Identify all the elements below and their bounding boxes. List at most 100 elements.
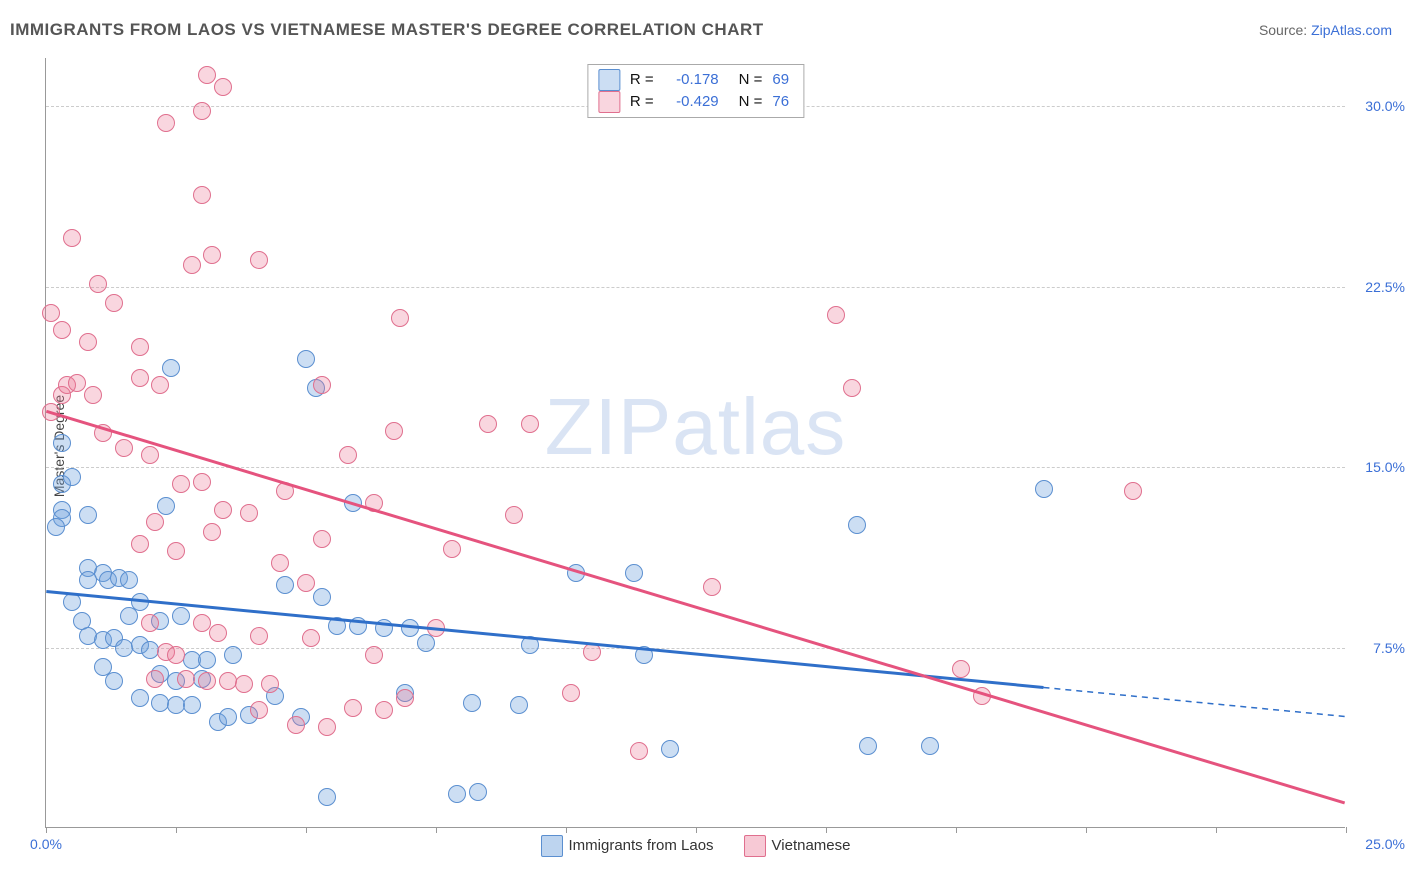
legend-r-value: -0.429 xyxy=(664,91,719,113)
legend-row: R =-0.178N =69 xyxy=(598,69,789,91)
scatter-point xyxy=(510,696,528,714)
trend-line-dashed xyxy=(1043,687,1344,716)
scatter-point xyxy=(521,415,539,433)
scatter-point xyxy=(167,646,185,664)
scatter-point xyxy=(250,251,268,269)
scatter-point xyxy=(952,660,970,678)
legend-swatch xyxy=(598,69,620,91)
scatter-point xyxy=(385,422,403,440)
scatter-point xyxy=(193,102,211,120)
scatter-point xyxy=(53,321,71,339)
scatter-point xyxy=(921,737,939,755)
scatter-point xyxy=(177,670,195,688)
scatter-point xyxy=(973,687,991,705)
chart-plot-area: ZIPatlas R =-0.178N =69R =-0.429N =76 Im… xyxy=(45,58,1345,828)
scatter-point xyxy=(79,333,97,351)
scatter-point xyxy=(625,564,643,582)
scatter-point xyxy=(318,718,336,736)
x-tick-mark xyxy=(696,827,697,833)
scatter-point xyxy=(302,629,320,647)
scatter-point xyxy=(224,646,242,664)
scatter-point xyxy=(287,716,305,734)
scatter-point xyxy=(105,294,123,312)
legend-r-value: -0.178 xyxy=(664,69,719,91)
x-tick-mark xyxy=(1216,827,1217,833)
scatter-point xyxy=(162,359,180,377)
scatter-point xyxy=(79,506,97,524)
scatter-point xyxy=(53,434,71,452)
scatter-point xyxy=(443,540,461,558)
scatter-point xyxy=(1035,480,1053,498)
x-tick-mark xyxy=(566,827,567,833)
scatter-point xyxy=(193,473,211,491)
watermark: ZIPatlas xyxy=(545,381,846,473)
scatter-point xyxy=(151,376,169,394)
scatter-point xyxy=(68,374,86,392)
scatter-point xyxy=(209,624,227,642)
x-tick-mark xyxy=(1346,827,1347,833)
scatter-point xyxy=(131,535,149,553)
scatter-point xyxy=(318,788,336,806)
scatter-point xyxy=(84,386,102,404)
scatter-point xyxy=(47,518,65,536)
scatter-point xyxy=(105,672,123,690)
scatter-point xyxy=(157,497,175,515)
scatter-point xyxy=(401,619,419,637)
scatter-point xyxy=(463,694,481,712)
scatter-point xyxy=(198,651,216,669)
source-label: Source: ZipAtlas.com xyxy=(1259,22,1392,38)
scatter-point xyxy=(203,246,221,264)
gridline xyxy=(46,648,1345,649)
x-tick-label-last: 25.0% xyxy=(1350,836,1405,852)
scatter-point xyxy=(469,783,487,801)
scatter-point xyxy=(250,627,268,645)
scatter-point xyxy=(583,643,601,661)
legend-item: Immigrants from Laos xyxy=(541,835,714,857)
scatter-point xyxy=(183,696,201,714)
legend-label: Vietnamese xyxy=(772,837,851,854)
scatter-point xyxy=(120,571,138,589)
scatter-point xyxy=(427,619,445,637)
scatter-point xyxy=(63,593,81,611)
scatter-point xyxy=(146,513,164,531)
scatter-point xyxy=(115,439,133,457)
scatter-point xyxy=(120,607,138,625)
scatter-point xyxy=(79,571,97,589)
scatter-point xyxy=(235,675,253,693)
source-link[interactable]: ZipAtlas.com xyxy=(1311,22,1392,38)
y-tick-label: 22.5% xyxy=(1350,279,1405,295)
legend-n-label: N = xyxy=(739,91,763,113)
scatter-point xyxy=(297,574,315,592)
chart-title: IMMIGRANTS FROM LAOS VS VIETNAMESE MASTE… xyxy=(10,20,764,40)
scatter-point xyxy=(42,304,60,322)
scatter-point xyxy=(344,699,362,717)
scatter-point xyxy=(131,689,149,707)
scatter-point xyxy=(297,350,315,368)
scatter-point xyxy=(313,588,331,606)
scatter-point xyxy=(261,675,279,693)
x-tick-mark xyxy=(1086,827,1087,833)
x-tick-label-first: 0.0% xyxy=(30,836,62,852)
gridline xyxy=(46,287,1345,288)
scatter-point xyxy=(630,742,648,760)
scatter-point xyxy=(271,554,289,572)
scatter-point xyxy=(141,446,159,464)
y-tick-label: 15.0% xyxy=(1350,459,1405,475)
legend-row: R =-0.429N =76 xyxy=(598,91,789,113)
scatter-point xyxy=(167,542,185,560)
scatter-point xyxy=(172,607,190,625)
x-tick-mark xyxy=(176,827,177,833)
x-tick-mark xyxy=(956,827,957,833)
scatter-point xyxy=(42,403,60,421)
scatter-point xyxy=(848,516,866,534)
scatter-point xyxy=(131,369,149,387)
x-tick-mark xyxy=(306,827,307,833)
scatter-point xyxy=(219,708,237,726)
scatter-point xyxy=(214,78,232,96)
scatter-point xyxy=(89,275,107,293)
scatter-point xyxy=(157,114,175,132)
legend-swatch xyxy=(598,91,620,113)
scatter-point xyxy=(183,256,201,274)
legend-item: Vietnamese xyxy=(744,835,851,857)
series-legend: Immigrants from Laos Vietnamese xyxy=(541,835,851,857)
